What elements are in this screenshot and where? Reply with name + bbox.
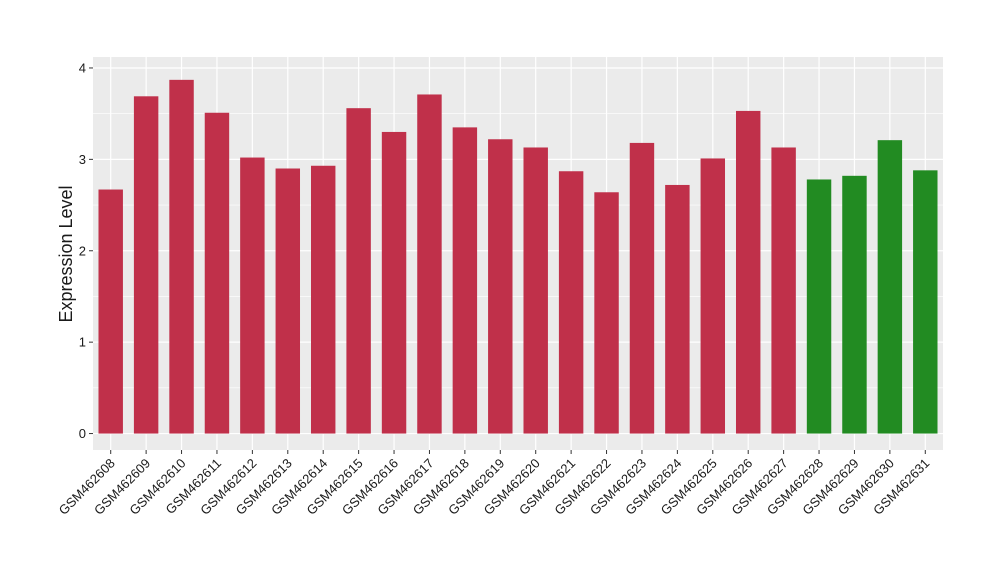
y-tick-label: 3	[79, 152, 86, 167]
y-axis: 0 1 2 3 4	[79, 60, 93, 441]
bar-GSM462620	[523, 147, 548, 434]
bar-GSM462631	[913, 170, 938, 434]
bar-GSM462612	[240, 157, 265, 434]
y-tick-label: 4	[79, 60, 86, 75]
plot-panel	[93, 57, 943, 450]
bars-group	[98, 79, 938, 434]
y-axis-label: Expression Level	[56, 185, 76, 322]
bar-GSM462627	[771, 147, 796, 434]
bar-GSM462624	[665, 184, 690, 434]
bar-GSM462618	[452, 127, 478, 434]
y-tick-label: 2	[79, 243, 86, 258]
bar-GSM462610	[169, 79, 194, 434]
bar-GSM462608	[98, 189, 123, 434]
bar-GSM462623	[629, 142, 655, 434]
bar-GSM462619	[488, 139, 513, 434]
bar-GSM462626	[735, 110, 761, 434]
bar-GSM462630	[877, 140, 903, 434]
y-tick-label: 0	[79, 426, 86, 441]
y-tick-label: 1	[79, 335, 86, 350]
bar-GSM462628	[806, 179, 832, 434]
grid-minor-lines	[93, 113, 943, 389]
bar-GSM462614	[310, 165, 336, 434]
bar-GSM462629	[842, 175, 867, 434]
bar-GSM462621	[558, 171, 584, 434]
x-axis: GSM462608GSM462609GSM462610GSM462611GSM4…	[56, 450, 932, 518]
bar-GSM462617	[417, 94, 442, 434]
bar-GSM462615	[346, 108, 371, 434]
bar-GSM462616	[381, 131, 407, 434]
bar-GSM462613	[275, 168, 301, 434]
bar-GSM462611	[204, 112, 230, 434]
bar-GSM462609	[133, 96, 159, 434]
bar-GSM462625	[700, 158, 726, 434]
bar-GSM462622	[594, 192, 619, 434]
